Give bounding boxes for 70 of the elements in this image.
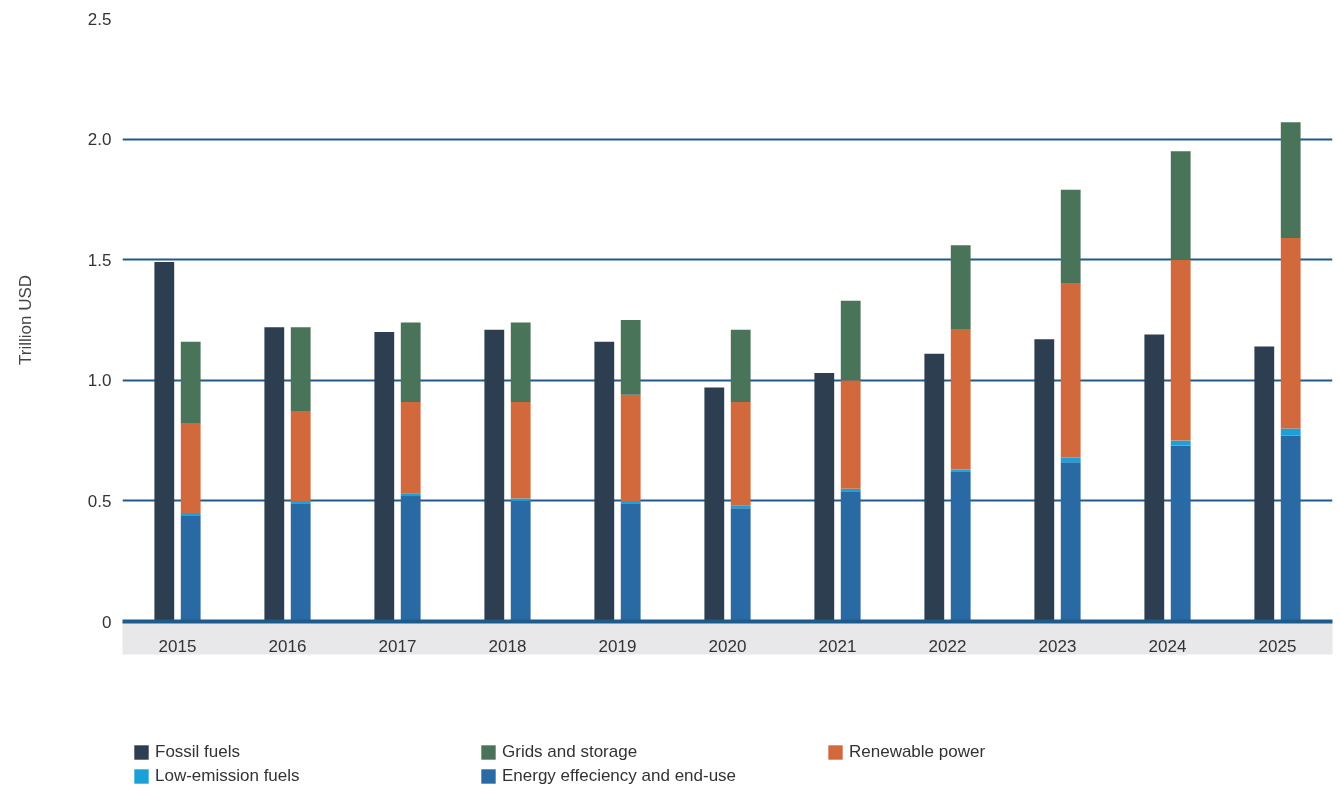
bar	[730, 508, 751, 622]
x-tick-label: 2021	[818, 636, 857, 656]
bar	[1060, 283, 1081, 458]
bar	[1170, 151, 1191, 260]
y-tick-label: 0.5	[87, 491, 112, 511]
y-tick-label: 0	[102, 612, 112, 632]
y-tick-label: 1.0	[87, 371, 112, 391]
x-tick-label: 2022	[928, 636, 967, 656]
bar	[290, 327, 311, 412]
y-tick-label: 2.5	[87, 9, 112, 29]
bar	[620, 503, 641, 622]
bar	[594, 341, 615, 622]
legend-label: Fossil fuels	[155, 742, 242, 762]
y-tick-label: 2.0	[87, 130, 112, 150]
bar	[1280, 428, 1301, 436]
x-tick-label: 2020	[708, 636, 747, 656]
bar	[264, 327, 285, 622]
bar	[484, 329, 505, 622]
bar	[180, 341, 201, 424]
bar	[510, 322, 531, 403]
bar	[620, 394, 641, 501]
bar	[510, 498, 531, 501]
bar	[840, 300, 861, 381]
bar	[400, 496, 421, 622]
bar	[374, 332, 395, 622]
legend-label: Energy effeciency and end-use	[502, 766, 738, 786]
bar	[730, 402, 751, 506]
bar	[1254, 346, 1275, 622]
bar	[704, 387, 725, 622]
x-tick-label: 2015	[158, 636, 197, 656]
y-tick-label: 1.5	[87, 250, 112, 270]
legend-label: Renewable power	[849, 742, 987, 762]
bar	[1060, 189, 1081, 284]
y-axis-title: Trillion USD	[15, 274, 35, 366]
bar	[924, 353, 945, 622]
x-tick-label: 2018	[488, 636, 527, 656]
bar	[180, 423, 201, 513]
x-tick-label: 2017	[378, 636, 417, 656]
x-tick-label: 2016	[268, 636, 307, 656]
bar	[180, 515, 201, 622]
bar	[620, 320, 641, 395]
bar	[950, 329, 971, 470]
bar	[950, 245, 971, 330]
bar	[840, 380, 861, 489]
bar	[730, 329, 751, 403]
bar	[1144, 334, 1165, 622]
bar	[1280, 435, 1301, 622]
bar	[1170, 259, 1191, 441]
bar	[1034, 339, 1055, 622]
bar	[400, 322, 421, 403]
legend-label: Low-emission fuels	[155, 766, 301, 786]
legend-label: Grids and storage	[502, 742, 639, 762]
bar	[814, 373, 835, 622]
bar	[400, 402, 421, 494]
bar	[510, 402, 531, 499]
bar	[1170, 445, 1191, 622]
x-tick-label: 2023	[1038, 636, 1077, 656]
x-tick-label: 2024	[1148, 636, 1187, 656]
bar	[840, 491, 861, 622]
bar	[1060, 457, 1081, 463]
bar	[1280, 237, 1301, 429]
bar	[510, 500, 531, 622]
bar	[950, 471, 971, 622]
x-tick-label: 2025	[1258, 636, 1297, 656]
x-tick-label: 2019	[598, 636, 637, 656]
bar	[290, 411, 311, 501]
bar	[290, 503, 311, 622]
bar	[1060, 462, 1081, 622]
bar	[1280, 122, 1301, 238]
bar	[154, 262, 175, 622]
